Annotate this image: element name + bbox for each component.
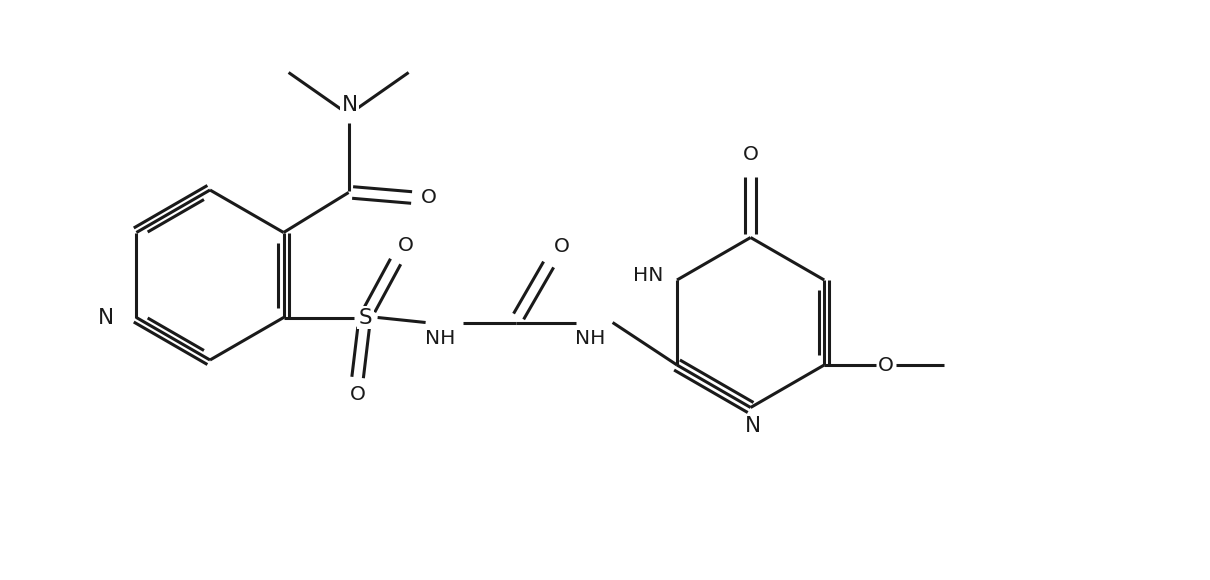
Text: N: N	[341, 95, 358, 114]
Text: O: O	[398, 235, 414, 255]
Text: HN: HN	[633, 266, 663, 285]
Text: N: N	[744, 415, 761, 436]
Text: NH: NH	[426, 329, 456, 349]
Text: N: N	[98, 307, 115, 328]
Text: NH: NH	[576, 329, 606, 349]
Text: S: S	[359, 307, 373, 328]
Text: O: O	[350, 385, 365, 404]
Text: O: O	[554, 237, 570, 256]
Text: O: O	[421, 188, 437, 207]
Text: O: O	[878, 356, 894, 375]
Text: O: O	[743, 146, 759, 165]
